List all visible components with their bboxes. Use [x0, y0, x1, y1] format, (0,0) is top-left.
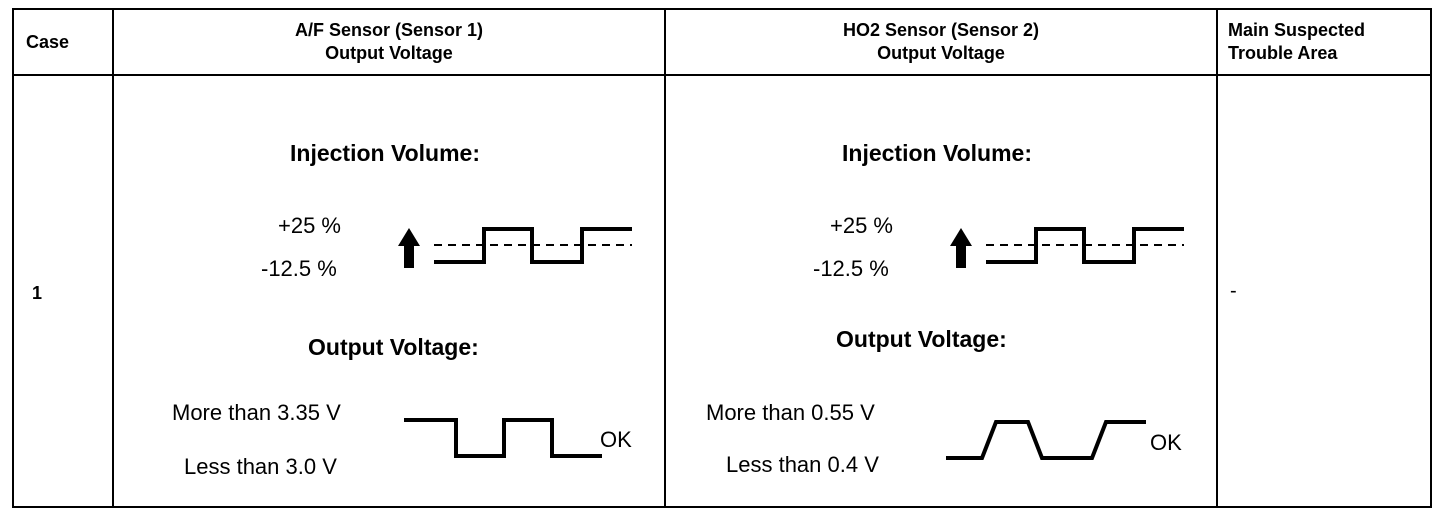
ho2-output-result: OK [1150, 430, 1182, 455]
diagnosis-table: Case A/F Sensor (Sensor 1) Output Voltag… [12, 8, 1432, 508]
ho2-output-title: Output Voltage: [836, 326, 1007, 352]
ho2-output-waveform [946, 420, 1146, 460]
af-output-high-label: More than 3.35 V [172, 400, 341, 425]
af-output-waveform [404, 418, 602, 458]
af-injection-low-label: -12.5 % [261, 256, 337, 281]
header-af-sensor: A/F Sensor (Sensor 1) Output Voltage [294, 20, 484, 63]
header-case: Case [26, 31, 70, 52]
ho2-output-signal [946, 420, 1146, 460]
af-injection-title: Injection Volume: [290, 140, 480, 166]
header-divider [14, 74, 1430, 76]
header-ho2-sensor: HO2 Sensor (Sensor 2) Output Voltage [842, 20, 1040, 63]
column-divider [1216, 10, 1218, 506]
trouble-area-value: - [1230, 280, 1237, 302]
header-trouble-area: Main Suspected Trouble Area [1228, 20, 1366, 63]
af-output-result: OK [600, 427, 632, 452]
ho2-injection-high-label: +25 % [830, 213, 893, 238]
af-output-title: Output Voltage: [308, 334, 479, 360]
up-arrow-icon [950, 228, 972, 268]
af-output-low-label: Less than 3.0 V [184, 454, 337, 479]
column-divider [112, 10, 114, 506]
af-injection-waveform [398, 227, 632, 268]
af-injection-high-label: +25 % [278, 213, 341, 238]
ho2-injection-title: Injection Volume: [842, 140, 1032, 166]
af-injection-signal [434, 227, 632, 264]
ho2-injection-signal [986, 227, 1184, 264]
column-divider [664, 10, 666, 506]
case-number: 1 [32, 283, 43, 303]
af-output-signal [404, 418, 602, 458]
ho2-output-high-label: More than 0.55 V [706, 400, 875, 425]
ho2-injection-waveform [950, 227, 1184, 268]
up-arrow-icon [398, 228, 420, 268]
ho2-injection-low-label: -12.5 % [813, 256, 889, 281]
ho2-output-low-label: Less than 0.4 V [726, 452, 879, 477]
